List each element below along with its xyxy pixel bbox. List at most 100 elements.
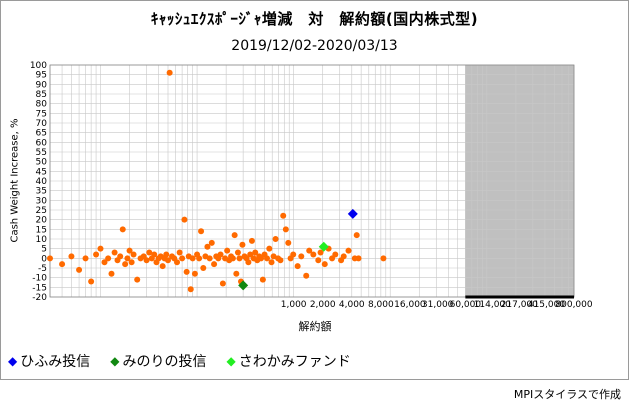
y-axis-label: Cash Weight Increase, %	[9, 118, 21, 243]
y-tick-label: 30	[36, 196, 48, 206]
data-point	[105, 255, 112, 262]
data-point	[126, 247, 133, 254]
highlight-point	[347, 208, 358, 219]
data-point	[321, 261, 328, 268]
data-point	[108, 270, 115, 277]
data-point	[93, 251, 100, 258]
y-tick-label: 50	[36, 158, 48, 168]
highlight-point	[238, 280, 249, 291]
diamond-icon: ◆	[8, 354, 18, 368]
data-point	[317, 249, 324, 256]
data-point	[176, 249, 183, 256]
data-point	[191, 270, 198, 277]
data-point	[277, 257, 284, 264]
data-point	[151, 251, 158, 258]
data-point	[229, 255, 236, 262]
data-point	[290, 251, 297, 258]
data-point	[236, 255, 243, 262]
data-point	[211, 261, 218, 268]
x-tick-label: 8,000	[368, 300, 394, 310]
legend: ◆ ひふみ投信 ◆ みのりの投信 ◆ さわかみファンド	[8, 351, 371, 371]
y-tick-label: -15	[32, 283, 47, 293]
data-point	[163, 251, 170, 258]
y-tick-label: 35	[36, 187, 47, 197]
data-point	[315, 257, 322, 264]
data-point	[166, 69, 173, 76]
data-point	[280, 212, 287, 219]
data-point	[189, 255, 196, 262]
data-point	[332, 251, 339, 258]
x-tick-label: 4,000	[339, 300, 365, 310]
data-point	[164, 257, 171, 264]
x-tick-label: 800,000	[555, 300, 592, 310]
data-point	[130, 251, 137, 258]
data-point	[266, 245, 273, 252]
x-tick-label: 1,000	[281, 300, 307, 310]
data-point	[88, 278, 95, 285]
data-point	[233, 270, 240, 277]
data-point	[264, 255, 271, 262]
y-tick-label: 0	[41, 254, 47, 264]
data-point	[59, 261, 66, 268]
data-point	[247, 251, 254, 258]
data-point	[68, 253, 75, 260]
data-point	[268, 259, 275, 266]
data-point	[345, 247, 352, 254]
data-point	[183, 268, 190, 275]
legend-label: みのりの投信	[122, 354, 207, 370]
y-tick-label: 40	[36, 177, 48, 187]
data-point	[122, 261, 129, 268]
x-tick-label: 2,000	[310, 300, 336, 310]
y-tick-label: 45	[36, 167, 47, 177]
data-point	[117, 253, 124, 260]
data-point	[181, 216, 188, 223]
diamond-icon: ◆	[110, 354, 120, 368]
x-tick-label: 415,000	[528, 300, 565, 310]
data-point	[310, 251, 317, 258]
x-tick-label: 217,000	[501, 300, 538, 310]
data-point	[224, 247, 231, 254]
data-point	[270, 253, 277, 260]
data-point	[124, 255, 131, 262]
data-point	[47, 255, 53, 262]
y-tick-label: 65	[36, 129, 47, 139]
y-tick-label: 85	[36, 90, 47, 100]
data-point	[119, 226, 126, 233]
data-point	[143, 257, 150, 264]
data-point	[198, 228, 205, 235]
x-axis-label: 解約額	[298, 320, 332, 333]
credit-text: MPIスタイラスで作成	[513, 388, 621, 401]
y-tick-label: 100	[30, 61, 47, 71]
x-tick-label: 31,000	[422, 300, 454, 310]
data-point	[111, 249, 118, 256]
y-tick-label: 60	[36, 138, 48, 148]
highlight-point	[318, 241, 329, 252]
y-tick-label: -10	[32, 274, 47, 284]
y-tick-label: 10	[36, 235, 48, 245]
data-point	[248, 237, 255, 244]
data-point	[76, 266, 83, 273]
x-tick-label: 16,000	[394, 300, 426, 310]
y-tick-label: 80	[36, 100, 48, 110]
legend-label: ひふみ投信	[20, 354, 91, 370]
data-point	[259, 276, 266, 283]
diamond-icon: ◆	[226, 354, 236, 368]
legend-item-sawakami: ◆ さわかみファンド	[226, 351, 350, 371]
data-point	[217, 251, 224, 258]
y-tick-label: -20	[32, 293, 47, 303]
data-point	[306, 247, 313, 254]
y-tick-label: 25	[36, 206, 47, 216]
legend-item-hifumi: ◆ ひふみ投信	[8, 351, 90, 371]
data-point	[179, 255, 186, 262]
data-point	[245, 259, 252, 266]
data-point	[134, 276, 141, 283]
data-point	[303, 272, 310, 279]
data-point	[82, 255, 89, 262]
plot-border	[49, 64, 575, 298]
legend-label: さわかみファンド	[238, 354, 351, 370]
data-point	[272, 236, 279, 242]
chart-title: ｷｬｯｼｭｴｸｽﾎﾟｰｼﾞｬ増減 対 解約額(国内株式型)	[150, 10, 479, 28]
data-point	[200, 265, 207, 271]
y-tick-label: 55	[36, 148, 47, 158]
data-point	[355, 255, 362, 262]
